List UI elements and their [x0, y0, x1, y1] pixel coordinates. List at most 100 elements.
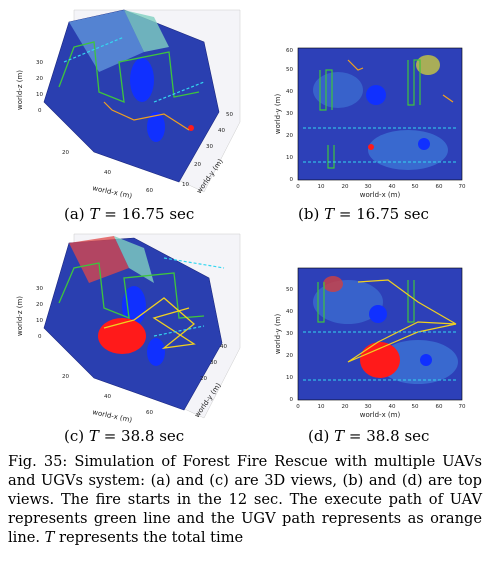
panel-c-xtick: 40: [104, 394, 111, 400]
panel-a-xtick: 20: [62, 150, 69, 156]
panel-d-time-eq: =: [348, 427, 362, 445]
caption-symbol: T: [44, 529, 55, 546]
panel-d-xtick: 70: [459, 404, 466, 410]
panel-c-time-value: 38.8: [121, 427, 155, 445]
panel-c: world-z (m) 30 20 10 0 20 40 60 world-x …: [4, 228, 244, 424]
panel-a-time-symbol: T: [89, 205, 100, 223]
panel-c-obstacle-2: [147, 338, 165, 366]
panel-a-zlabel: world-z (m): [16, 70, 24, 110]
panel-b-uav-path-1: [319, 69, 333, 111]
panel-d-ytick: 10: [286, 375, 293, 381]
panel-b-ugv-path-2: [442, 94, 454, 103]
panel-a-dashed-1: [63, 36, 125, 63]
panel-c-xlabel: world-x (m): [92, 408, 133, 424]
panel-b-xlabel: world-x (m): [360, 191, 401, 199]
panel-a-ytick: 20: [194, 162, 201, 168]
panel-a-uav-path: [58, 41, 200, 104]
panel-b-fire: [368, 144, 374, 150]
panel-a-xtick: 40: [104, 170, 111, 176]
panel-d-xtick: 0: [296, 404, 300, 410]
panel-b-ytick: 40: [286, 89, 293, 95]
panel-d-ytick: 20: [286, 353, 293, 359]
panel-b-ytick: 20: [286, 133, 293, 139]
panel-d-obstacle-2: [420, 354, 432, 366]
panel-d-ylabel: world-y (m): [274, 314, 282, 355]
panel-a-fire: [188, 125, 194, 131]
panel-d-terrain-peak: [323, 276, 343, 292]
panel-b-xtick: 0: [296, 184, 300, 190]
panel-d-ytick: 30: [286, 331, 293, 337]
panel-a-terrain-peak: [124, 10, 169, 52]
panel-d-xtick: 20: [342, 404, 349, 410]
panel-a-ztick: 10: [36, 92, 43, 98]
panel-d-label: (d): [308, 427, 330, 445]
panel-b-label: (b): [298, 205, 320, 223]
panel-d-obstacle-1: [369, 305, 387, 323]
panel-b-xtick: 40: [389, 184, 396, 190]
panel-a-time-unit: sec: [169, 205, 195, 223]
panel-d-xtick: 10: [318, 404, 325, 410]
panel-a: world-z (m) 30 20 10 0 20 40 60 world-x …: [4, 2, 244, 200]
panel-d-xtick: 30: [365, 404, 372, 410]
panel-c-zlabel: world-z (m): [16, 296, 24, 336]
panel-b-ytick: 50: [286, 67, 293, 73]
panel-a-dashed-2: [153, 81, 205, 103]
panel-b-time-symbol: T: [324, 205, 335, 223]
panel-c-plot: world-z (m) 30 20 10 0 20 40 60 world-x …: [16, 233, 241, 424]
panel-a-label: (a): [64, 205, 85, 223]
panel-b-ytick: 60: [286, 48, 293, 54]
panel-a-time-eq: =: [104, 205, 117, 223]
panel-a-ytick: 30: [206, 144, 213, 150]
panel-c-xtick: 20: [62, 374, 69, 380]
panel-b-time-eq: =: [338, 205, 352, 223]
panel-a-obstacle-2: [147, 112, 165, 142]
panel-c-time-eq: =: [103, 427, 117, 445]
panel-d-ytick: 40: [286, 309, 293, 315]
panel-b-ytick: 0: [290, 177, 294, 183]
panel-a-obstacle-1: [130, 58, 154, 102]
caption-prefix: Fig. 35: Simulation of Forest Fire Rescu…: [8, 453, 482, 546]
panel-a-xlabel: world-x (m): [92, 184, 133, 200]
panel-c-ztick: 0: [38, 334, 42, 340]
panel-d-uav-path-2: [407, 280, 415, 323]
panel-b-uav-path-3: [327, 145, 335, 169]
panel-c-caption: (c) T = 38.8 sec: [64, 427, 184, 445]
panel-d-fire: [360, 342, 400, 378]
panel-b-xtick: 60: [436, 184, 443, 190]
panel-d-caption: (d) T = 38.8 sec: [308, 427, 429, 445]
panel-b-ytick: 10: [286, 155, 293, 161]
panel-c-dashed-1: [163, 257, 225, 269]
panel-d-ugv-path: [347, 279, 457, 363]
panel-b-time-value: 16.75: [356, 205, 400, 223]
panel-a-caption: (a) T = 16.75 sec: [64, 205, 194, 223]
panel-a-ztick: 20: [36, 76, 43, 82]
panel-b-obstacle-1: [366, 85, 386, 105]
panel-b-caption: (b) T = 16.75 sec: [298, 205, 429, 223]
panel-c-ytick: 30: [210, 360, 217, 366]
panel-a-terrain-high: [69, 10, 144, 72]
panel-b-uav-path-2: [407, 59, 421, 106]
panel-c-uav-path: [58, 262, 205, 320]
panel-b-terrain-patch-2: [368, 130, 448, 170]
panel-b-ytick: 30: [286, 111, 293, 117]
panel-c-dashed-2: [153, 325, 205, 337]
panel-a-plot: world-z (m) 30 20 10 0 20 40 60 world-x …: [16, 9, 241, 200]
panel-d-xlabel: world-x (m): [360, 411, 401, 419]
panel-d-time-symbol: T: [334, 427, 345, 445]
panel-d-time-unit: sec: [404, 427, 430, 445]
panel-c-xtick: 60: [146, 410, 153, 416]
panel-a-ytick: 40: [218, 128, 225, 134]
panel-c-ztick: 20: [36, 302, 43, 308]
panel-b-ylabel: world-y (m): [274, 94, 282, 135]
panel-c-ytick: 20: [200, 376, 207, 382]
panel-d: 0 10 20 30 40 50 world-y (m) 0 10 20 30 …: [268, 262, 478, 422]
panel-a-ugv-path: [103, 101, 190, 131]
panel-c-ztick: 10: [36, 318, 43, 324]
panel-d-terrain-patch-2: [378, 340, 458, 384]
panel-b-ugv-path-1: [347, 59, 364, 71]
panel-c-time-symbol: T: [88, 427, 99, 445]
panel-a-ytick: 50: [226, 112, 233, 118]
panel-c-ugv-path: [103, 297, 196, 349]
panel-b-xtick: 20: [342, 184, 349, 190]
panel-a-time-value: 16.75: [121, 205, 165, 223]
